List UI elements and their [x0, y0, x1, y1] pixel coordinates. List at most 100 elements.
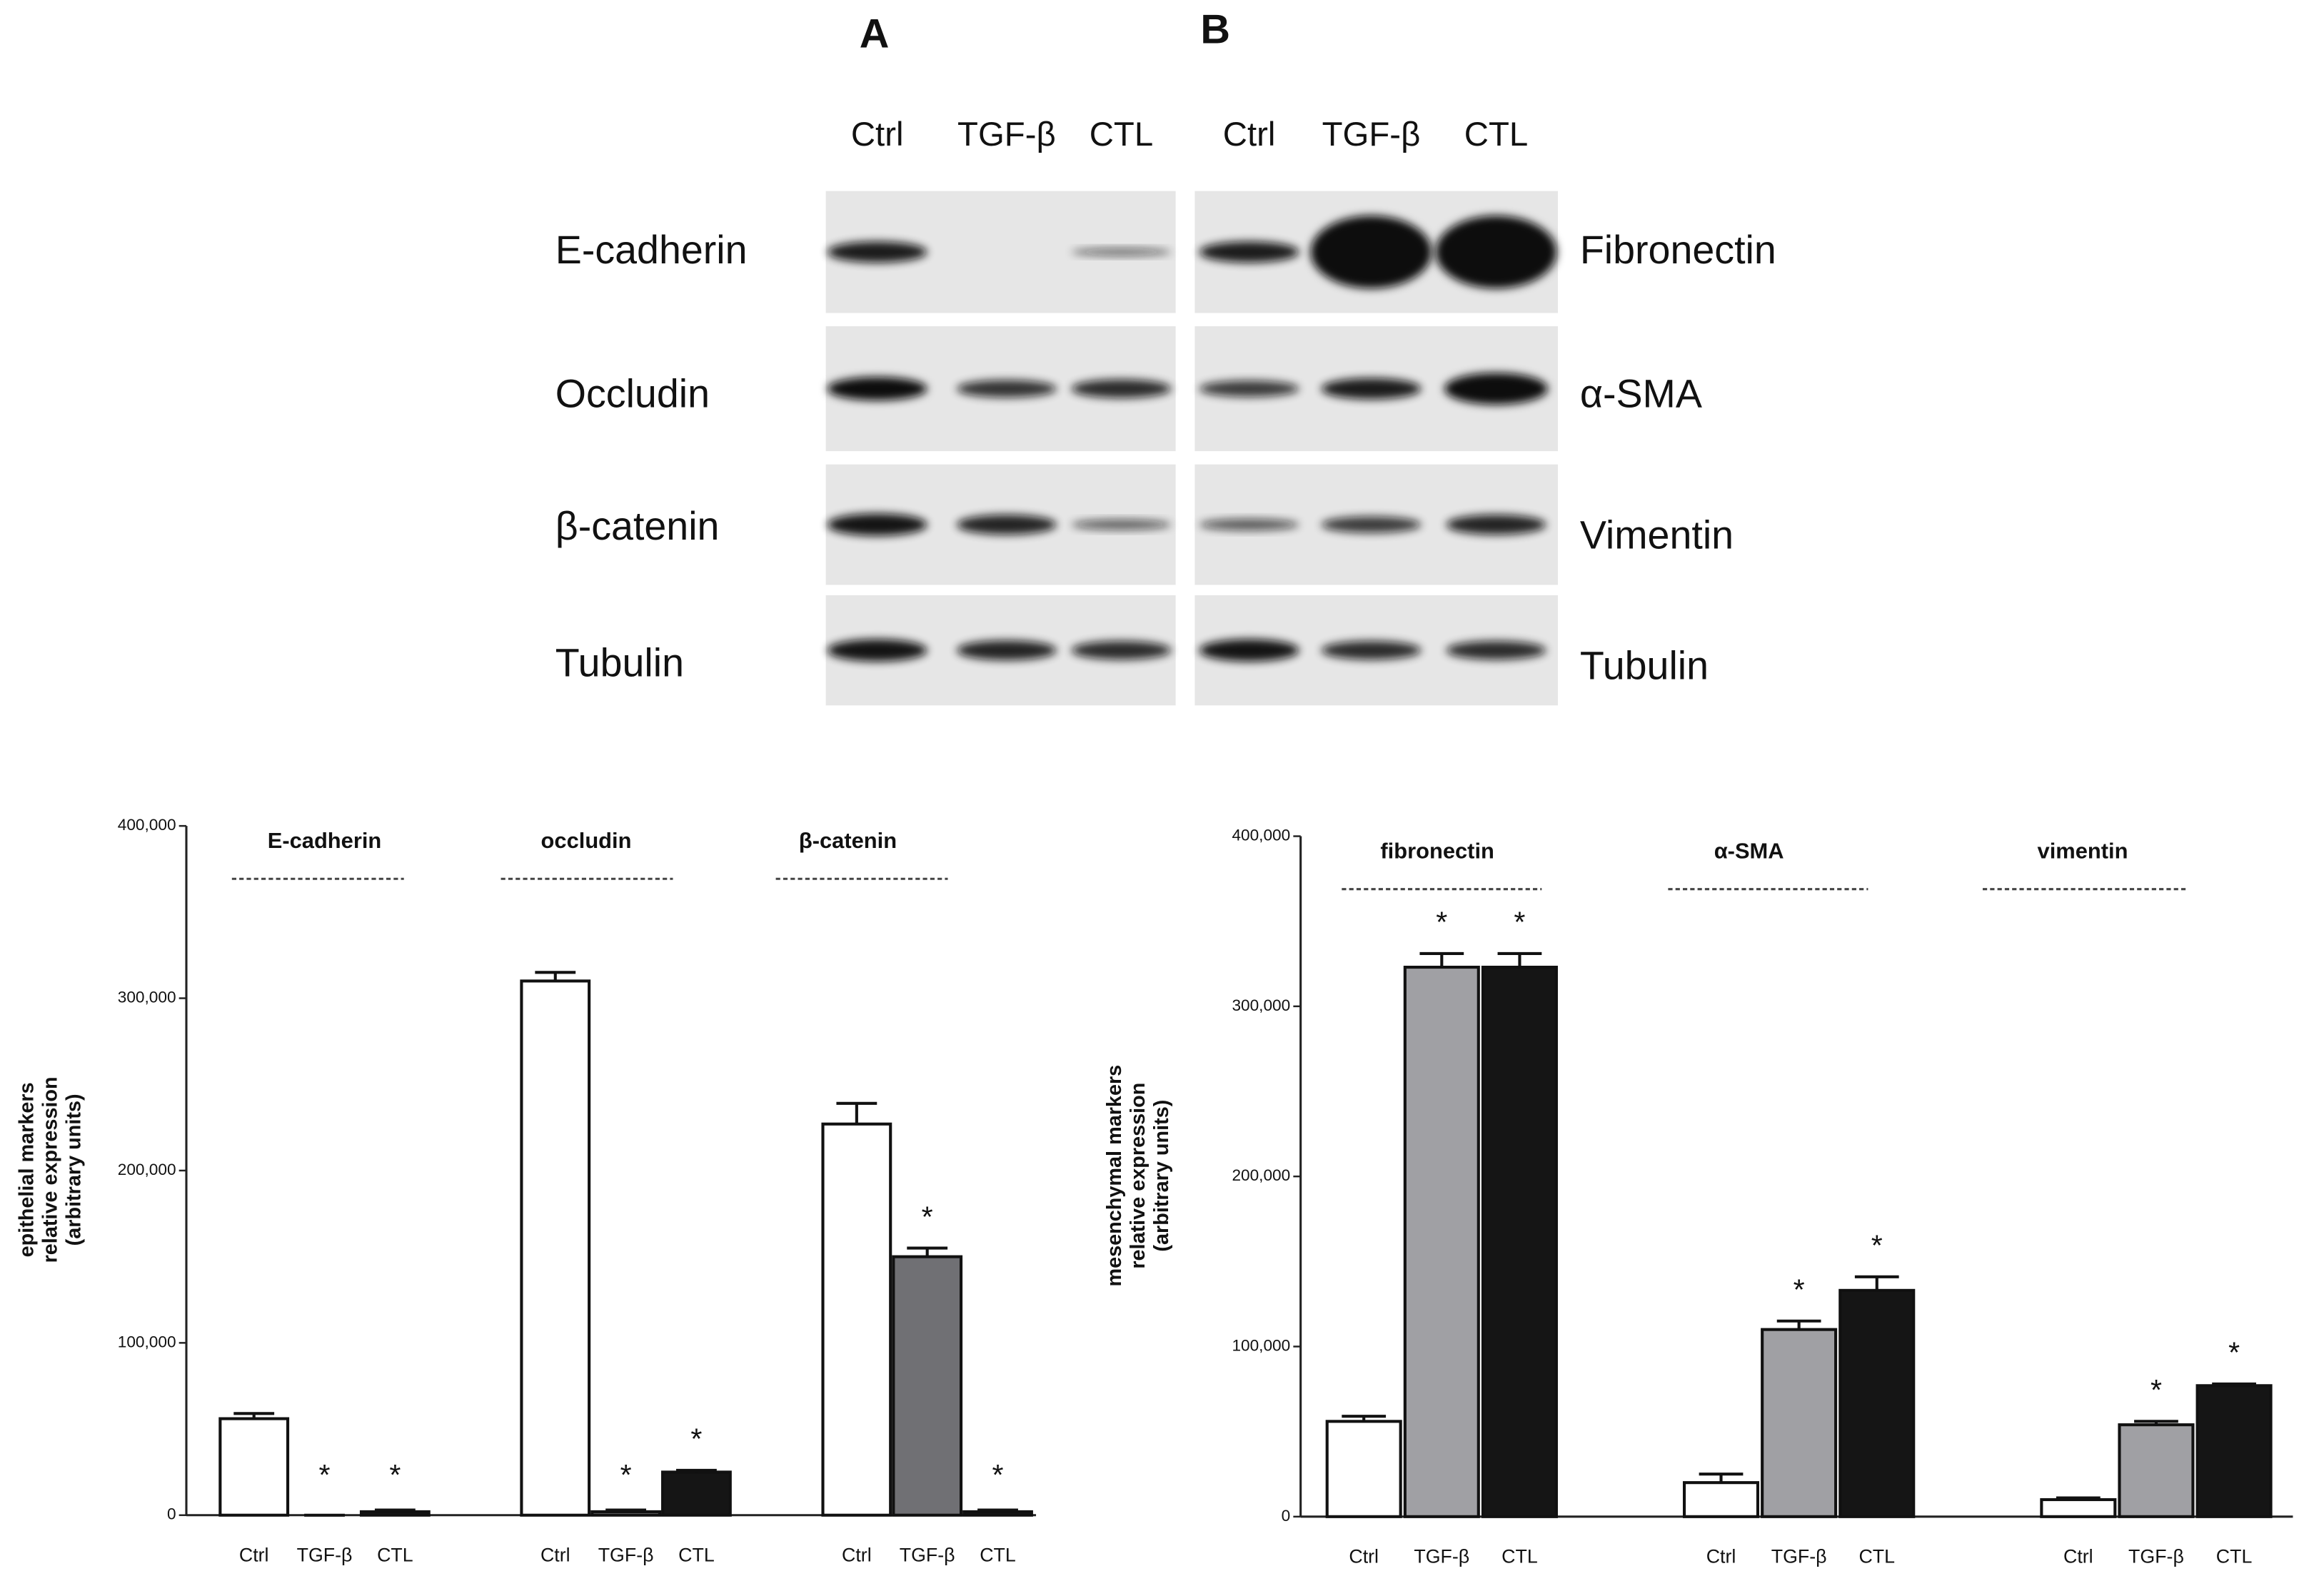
y-tick-label: 0	[167, 1505, 176, 1523]
blot-band	[1435, 216, 1557, 289]
blot-band	[1321, 378, 1422, 400]
x-tick-label: TGF-β	[1771, 1546, 1827, 1567]
y-axis-label-line: mesenchymal markers	[1103, 1065, 1126, 1287]
bar	[962, 1510, 1033, 1517]
blot-band	[1199, 518, 1299, 531]
y-axis-label-line: relative expression	[1127, 1083, 1150, 1269]
group-label: E-cadherin	[268, 828, 382, 853]
x-tick-label: CTL	[980, 1544, 1016, 1565]
significance-mark: *	[1514, 906, 1525, 939]
x-tick-label: CTL	[1501, 1546, 1538, 1567]
group-label: occludin	[541, 828, 632, 853]
group-label: α-SMA	[1714, 838, 1784, 863]
y-tick-label: 0	[1282, 1507, 1291, 1525]
y-tick-label: 400,000	[1232, 827, 1290, 844]
x-tick-label: TGF-β	[2128, 1546, 2184, 1567]
lane-label: TGF-β	[1322, 116, 1421, 153]
blot-band	[827, 377, 927, 401]
bar	[218, 1417, 290, 1517]
x-tick-label: TGF-β	[598, 1544, 654, 1565]
significance-mark: *	[319, 1458, 331, 1491]
lane-label: CTL	[1464, 116, 1528, 153]
bar	[2195, 1384, 2273, 1518]
y-tick-label: 400,000	[118, 816, 176, 834]
blot-band	[1446, 515, 1546, 535]
y-tick-label: 200,000	[118, 1161, 176, 1178]
bar	[1481, 965, 1558, 1518]
bar	[359, 1510, 431, 1517]
blot-band	[1446, 640, 1546, 660]
y-axis-label: epithelial markersrelative expression(ar…	[15, 1076, 85, 1263]
protein-label: E-cadherin	[555, 228, 748, 272]
significance-mark: *	[1794, 1273, 1805, 1305]
x-tick-label: Ctrl	[842, 1544, 872, 1565]
bar	[520, 979, 591, 1517]
x-tick-label: Ctrl	[540, 1544, 570, 1565]
protein-label: Tubulin	[555, 640, 684, 685]
significance-mark: *	[620, 1458, 632, 1491]
x-tick-label: TGF-β	[297, 1544, 353, 1565]
significance-mark: *	[2151, 1373, 2162, 1406]
panel-letter: B	[1200, 7, 1230, 53]
protein-label: Vimentin	[1580, 512, 1734, 557]
y-tick-label: 100,000	[1232, 1336, 1290, 1354]
significance-mark: *	[922, 1200, 933, 1233]
blot-band	[1321, 516, 1422, 533]
blot-band	[1199, 241, 1299, 263]
x-tick-label: Ctrl	[1706, 1546, 1736, 1567]
x-tick-label: Ctrl	[1349, 1546, 1379, 1567]
x-tick-label: TGF-β	[1414, 1546, 1469, 1567]
lane-label: Ctrl	[1223, 116, 1276, 153]
y-tick-label: 100,000	[118, 1333, 176, 1350]
x-tick-label: Ctrl	[2063, 1546, 2093, 1567]
bar	[1761, 1328, 1838, 1518]
blot-band	[1321, 640, 1422, 660]
significance-mark: *	[1871, 1228, 1883, 1261]
y-axis-label-line: (arbitrary units)	[1150, 1100, 1173, 1252]
x-tick-label: Ctrl	[239, 1544, 269, 1565]
lane-label: TGF-β	[957, 116, 1056, 153]
lane-label: CTL	[1090, 116, 1153, 153]
group-label: vimentin	[2038, 838, 2128, 863]
group-label: fibronectin	[1380, 838, 1494, 863]
bar	[2118, 1423, 2195, 1518]
protein-label: β-catenin	[555, 504, 720, 548]
blot-band	[827, 639, 927, 662]
y-tick-label: 200,000	[1232, 1166, 1290, 1184]
bar	[2040, 1497, 2117, 1518]
significance-mark: *	[690, 1423, 702, 1455]
significance-mark: *	[2228, 1336, 2240, 1369]
significance-mark: *	[992, 1458, 1004, 1491]
protein-label: Fibronectin	[1580, 228, 1776, 272]
protein-label: α-SMA	[1580, 372, 1702, 416]
blot-band	[1071, 519, 1172, 530]
lane-label: Ctrl	[851, 116, 904, 153]
blot-band	[1071, 640, 1172, 660]
significance-mark: *	[389, 1458, 401, 1491]
panel-letter: A	[860, 11, 890, 57]
x-tick-label: TGF-β	[900, 1544, 955, 1565]
y-axis-label-line: (arbitrary units)	[62, 1094, 85, 1246]
significance-mark: *	[1436, 906, 1447, 939]
bar	[661, 1470, 732, 1517]
blot-band	[956, 380, 1057, 398]
blot-band	[827, 513, 927, 536]
y-tick-label: 300,000	[118, 989, 176, 1006]
y-tick-label: 300,000	[1232, 996, 1290, 1014]
blot-band	[1444, 373, 1548, 405]
group-label: β-catenin	[799, 828, 897, 853]
y-axis-label: mesenchymal markersrelative expression(a…	[1103, 1065, 1173, 1287]
blot-band	[827, 241, 927, 263]
blot-band	[956, 515, 1057, 535]
bar	[892, 1255, 963, 1517]
bar	[821, 1122, 892, 1517]
bar	[1403, 965, 1480, 1518]
blot-band	[1071, 248, 1172, 256]
protein-label: Occludin	[555, 372, 710, 416]
blot-band	[1199, 380, 1299, 398]
blot-band	[1199, 639, 1299, 662]
bar	[1325, 1420, 1402, 1518]
y-axis-label-line: relative expression	[39, 1076, 61, 1263]
